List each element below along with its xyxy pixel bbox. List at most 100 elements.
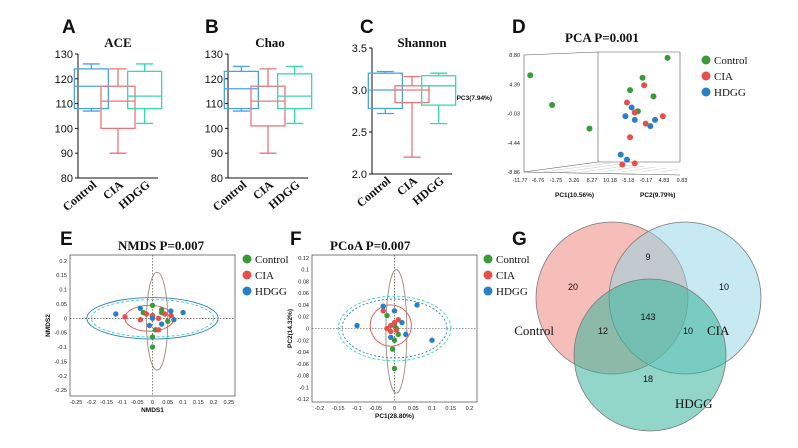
y-tick-label: 0.2 [59, 259, 67, 265]
point-hdgg [180, 309, 186, 316]
point-cia [619, 161, 626, 168]
legend-label-hdgg: HDGG [255, 286, 287, 298]
y-tick-label: 130 [55, 49, 73, 61]
point-cia [631, 160, 638, 167]
pca-box-edge [523, 161, 599, 173]
pca-xtick: 9.83 [677, 178, 688, 184]
point-hdgg [158, 321, 165, 327]
x-tick-label: 0.1 [179, 400, 187, 406]
point-cia [155, 315, 162, 322]
y-tick-label: 120 [55, 74, 73, 86]
legend-label-control: Control [714, 55, 748, 67]
point-hdgg [617, 151, 624, 158]
point-hdgg [149, 315, 156, 322]
x-axis-label: PC1(28.80%) [375, 413, 414, 420]
pca-3d-box: 8.80 4.39 -0.03 -4.44 -8.86 -11.77 -6.76 -1.75 3… [507, 51, 688, 184]
point-control [389, 346, 396, 352]
point-hdgg [647, 123, 654, 130]
y-tick-label: 80 [61, 173, 73, 185]
point-control [391, 365, 398, 372]
point-control [395, 331, 401, 338]
point-cia [122, 314, 128, 320]
legend-marker-hdgg [242, 286, 252, 296]
legend-label-cia: CIA [714, 71, 733, 83]
y-tick-label: -0.1 [300, 385, 309, 391]
point-hdgg [380, 303, 386, 309]
panel-letter-b: B [205, 17, 219, 38]
legend-marker-control [242, 254, 252, 264]
venn-cia-only: 10 [719, 282, 729, 292]
box-control [73, 68, 109, 110]
nmds-legend: Control CIA HDGG [242, 254, 289, 298]
x-tick-label: -0.25 [70, 400, 83, 406]
y-axis-label: NMDS2 [45, 314, 52, 337]
x-tick-label: 0.05 [162, 400, 173, 406]
pca-floor-grid [601, 165, 645, 173]
point-hdgg [414, 302, 420, 308]
point-hdgg [391, 308, 398, 314]
panel-f: F PCoA P=0.007 -0.2 -0.15 -0.1 -0.05 0 0.05 0.… [287, 229, 530, 420]
x-tick-label: -0.15 [332, 406, 345, 412]
point-cia [384, 325, 390, 332]
y-tick-label: -0.06 [296, 362, 309, 368]
point-hdgg [137, 305, 143, 311]
x-tick-label: 0.15 [193, 400, 204, 406]
confidence-ellipse [385, 269, 408, 394]
box-cia [394, 85, 430, 104]
venn-circle-hdgg [573, 278, 727, 432]
point-hdgg [628, 104, 635, 111]
panel-letter-e: E [60, 229, 73, 250]
point-cia [162, 311, 168, 317]
y-tick-label: 100 [205, 123, 223, 135]
y-tick-label: 0.15 [56, 273, 67, 279]
box-cia [100, 85, 136, 130]
venn-label-control: Control [514, 323, 554, 338]
panel-letter-d: D [512, 17, 526, 38]
pca-title: PCA P=0.001 [565, 30, 639, 45]
pca-ytick: 4.39 [509, 82, 520, 88]
pca-xtick: -0.17 [640, 178, 653, 184]
x-tick-label: -0.1 [352, 406, 361, 412]
point-hdgg [403, 331, 409, 338]
point-control [650, 93, 657, 100]
legend-marker-hdgg [483, 286, 493, 296]
pcoa-title: PCoA P=0.007 [330, 238, 411, 253]
y-tick-label: -0.08 [296, 374, 309, 380]
y-tick-label: 100 [55, 123, 73, 135]
x-tick-label: -0.05 [131, 400, 144, 406]
pca-xtick: 10.18 [603, 178, 617, 184]
pca-xtick: 8.27 [587, 178, 598, 184]
venn-control-only: 20 [568, 282, 578, 292]
box-hdgg [127, 70, 163, 110]
x-tick-label: 0.2 [466, 406, 474, 412]
panel-e: E NMDS P=0.007 -0.25 -0.2 -0.15 -0.1 -0.05 0 0… [45, 229, 289, 414]
confidence-ellipse [337, 295, 452, 362]
y-tick-label: 0.12 [298, 256, 309, 262]
nmds-title: NMDS P=0.007 [118, 238, 205, 253]
confidence-ellipse [145, 271, 169, 371]
x-tick-label: 0.15 [445, 406, 456, 412]
pca-points [527, 54, 671, 168]
venn-label-hdgg: HDGG [675, 396, 713, 411]
y-tick-label: -0.2 [58, 374, 67, 380]
y-tick-label: 80 [211, 173, 223, 185]
point-cia [155, 327, 162, 333]
panel-letter-c: C [360, 17, 374, 38]
pca-xlabel: PC1(10.56%) [555, 192, 594, 199]
point-cia [137, 317, 143, 323]
pca-xtick: 4.83 [659, 178, 670, 184]
y-tick-label: -0.12 [296, 397, 309, 403]
x-tick-label: -0.05 [369, 406, 382, 412]
y-tick-label: 110 [55, 99, 73, 111]
pca-floor-grid [543, 162, 610, 173]
point-control [158, 306, 165, 313]
pca-floor-grid [621, 166, 656, 173]
y-tick-label: 0 [306, 327, 309, 333]
x-tick-label: -0.2 [87, 400, 96, 406]
venn-diagram: 20 10 18 9 12 10 143 Control CIA HDGG [514, 221, 762, 432]
point-control [391, 337, 398, 343]
x-tick-label: 0 [393, 406, 396, 412]
legend-marker-cia [483, 270, 493, 280]
point-hdgg [622, 113, 629, 120]
